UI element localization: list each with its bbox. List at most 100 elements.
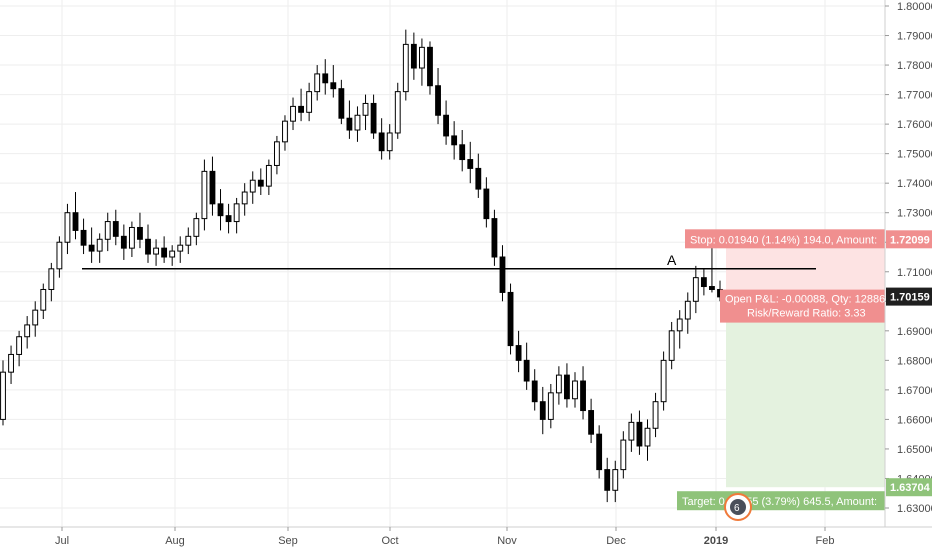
price-tick-label: 1.65000 [897, 444, 932, 456]
stop-price-badge: 1.72099 [890, 234, 930, 246]
candle-body [56, 241, 63, 270]
candle-body [668, 330, 675, 361]
candle-body [386, 132, 393, 152]
time-tick-label: Dec [606, 535, 626, 547]
time-tick-label: Jul [55, 535, 69, 547]
candle-body [652, 401, 659, 429]
time-tick-label: Sep [278, 535, 298, 547]
candle-body [362, 102, 369, 116]
candle-body [394, 91, 401, 134]
candles [0, 29, 723, 503]
candle-body [443, 114, 450, 137]
candle-body [410, 43, 417, 69]
stop-zone [726, 239, 885, 297]
candle-body [604, 469, 611, 491]
price-tick-label: 1.63000 [897, 503, 932, 515]
price-tick-label: 1.76000 [897, 119, 932, 131]
position-zones [726, 239, 885, 488]
candle-body [177, 244, 184, 252]
candle-body [257, 179, 264, 187]
price-tick-label: 1.79000 [897, 31, 932, 43]
candle-body [40, 288, 47, 311]
candle-body [547, 392, 554, 420]
candle-body [145, 238, 151, 255]
candle-body [338, 88, 345, 119]
candle-body [225, 215, 232, 223]
candle-body [491, 218, 498, 258]
candle-body [72, 212, 79, 231]
candle-body [314, 73, 321, 93]
candle-body [96, 238, 103, 252]
candle-body [459, 144, 466, 161]
candle-body [112, 221, 119, 237]
candle-body [523, 359, 530, 382]
candle-body [249, 179, 256, 193]
candle-body [24, 324, 31, 338]
stop-price-badge-bg [886, 230, 932, 249]
pnl-box[interactable] [720, 289, 885, 323]
price-tick-label: 1.71000 [897, 267, 932, 279]
candle-body [0, 371, 6, 420]
candle-body [161, 247, 168, 258]
candle-body [298, 105, 304, 113]
candle-body [427, 46, 433, 87]
candle-body [636, 421, 643, 447]
candle-body [120, 235, 127, 249]
candle-body [273, 141, 280, 166]
candle-body [419, 46, 425, 69]
current-price-badge: 1.70159 [890, 292, 930, 304]
price-tick-label: 1.68000 [897, 355, 932, 367]
candle-body [588, 410, 595, 435]
candle-body [451, 135, 458, 146]
candle-body [580, 380, 586, 412]
target-zone [726, 296, 885, 488]
drawings[interactable]: A Stop: 0.01940 (1.14%) 194.0, Amount: Ope… [82, 229, 885, 521]
candle-body [555, 374, 562, 394]
candle-body [596, 433, 603, 471]
candle-body [16, 336, 23, 355]
stop-label-box[interactable] [685, 229, 885, 249]
candle-body [64, 212, 71, 243]
candle-body [322, 73, 329, 84]
candle-body [564, 374, 570, 400]
time-tick-label: Nov [497, 535, 517, 547]
candle-body [644, 427, 651, 447]
price-tick-label: 1.66000 [897, 414, 932, 426]
candle-body [435, 85, 441, 116]
candle-body [8, 353, 14, 373]
candle-body [572, 380, 578, 400]
candle-body [193, 218, 200, 237]
candle-body [282, 120, 288, 143]
current-price-badge-bg [886, 287, 932, 306]
candle-body [475, 167, 482, 190]
candle-body [346, 117, 353, 131]
candle-body [483, 188, 490, 220]
candle-body [217, 203, 224, 217]
candle-body [370, 102, 377, 134]
price-tick-label: 1.69000 [897, 326, 932, 338]
price-tick-label: 1.73000 [897, 208, 932, 220]
stop-label: Stop: 0.01940 (1.14%) 194.0, Amount: [690, 234, 877, 246]
candle-body [330, 82, 337, 90]
target-price-badge: 1.63704 [890, 482, 931, 494]
time-tick-label: 2019 [704, 535, 728, 547]
target-label: Target: 0.06455 (3.79%) 645.5, Amount: [682, 496, 877, 508]
line-label-a: A [667, 252, 677, 268]
candle-body [402, 43, 409, 93]
candle-body [684, 300, 691, 320]
candle-body [88, 244, 95, 252]
candle-body [676, 318, 683, 332]
candle-body [515, 345, 522, 361]
target-price-badge-bg [886, 478, 932, 497]
candle-body [467, 159, 474, 169]
candle-body [185, 235, 192, 246]
candle-body [700, 277, 707, 288]
candle-body [32, 309, 39, 326]
price-badges: 1.72099 1.70159 1.63704 [886, 230, 932, 497]
candle-body [378, 132, 385, 152]
candle-body [169, 250, 176, 258]
candle-body [153, 247, 159, 255]
